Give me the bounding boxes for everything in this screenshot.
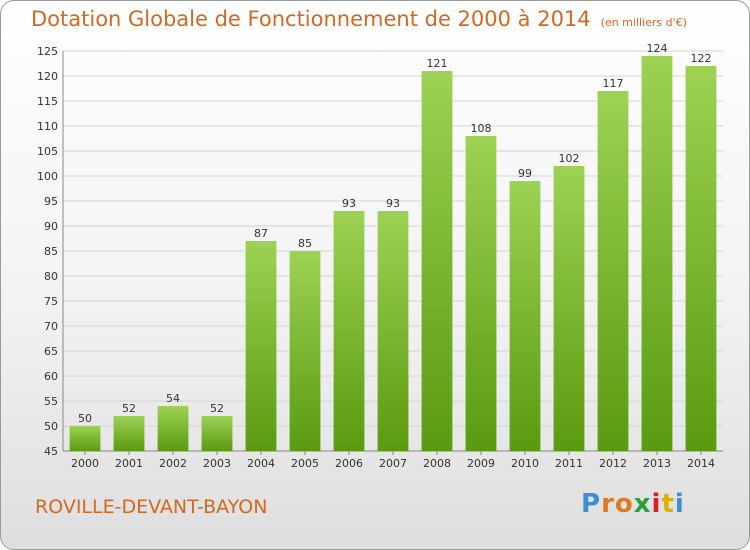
bar-value-labels: 50 52 54 52 87 85 93 93 121 108 99 102 117 124 122 [78, 42, 712, 425]
x-tick-label: 2004 [247, 457, 275, 470]
bar-value-label: 50 [78, 412, 92, 425]
y-tick-label: 90 [44, 220, 58, 233]
y-tick-label: 95 [44, 195, 58, 208]
x-tick-label: 2013 [643, 457, 671, 470]
bar-value-label: 122 [691, 52, 712, 65]
bar [157, 406, 189, 451]
bar [465, 136, 497, 451]
y-tick-label: 60 [44, 370, 58, 383]
chart-subtitle: (en milliers d'€) [600, 16, 687, 29]
logo-letter: o [614, 489, 634, 519]
logo-letter: r [601, 489, 615, 519]
proxiti-logo: Proxiti [581, 489, 685, 519]
logo-letter: i [651, 489, 662, 519]
x-tick-label: 2012 [599, 457, 627, 470]
bar [69, 426, 101, 451]
commune-name: ROVILLE-DEVANT-BAYON [35, 496, 268, 518]
x-tick-label: 2002 [159, 457, 187, 470]
bar [289, 251, 321, 451]
bar-value-label: 99 [518, 167, 532, 180]
x-tick-label: 2014 [687, 457, 715, 470]
y-tick-label: 75 [44, 295, 58, 308]
bar [333, 211, 365, 451]
x-tick-labels: 2000 2001 2002 2003 2004 2005 2006 2007 2008 2009… [71, 451, 715, 470]
chart-title: Dotation Globale de Fonctionnement de 20… [31, 7, 687, 31]
bar-value-label: 93 [342, 197, 356, 210]
y-tick-label: 115 [37, 95, 58, 108]
bar [113, 416, 145, 451]
logo-letter: t [661, 489, 675, 519]
x-tick-label: 2010 [511, 457, 539, 470]
bar-value-label: 124 [647, 42, 668, 55]
y-tick-label: 55 [44, 395, 58, 408]
y-tick-label: 125 [37, 45, 58, 58]
bar-value-label: 108 [471, 122, 492, 135]
y-tick-label: 110 [37, 120, 58, 133]
y-tick-labels: 45 50 55 60 65 70 75 80 85 90 95 100 105 110 115 120 125 [37, 45, 58, 458]
bar [597, 91, 629, 451]
y-tick-label: 45 [44, 445, 58, 458]
x-tick-label: 2008 [423, 457, 451, 470]
x-tick-label: 2003 [203, 457, 231, 470]
bar [421, 71, 453, 451]
bar [553, 166, 585, 451]
y-tick-label: 80 [44, 270, 58, 283]
x-tick-label: 2005 [291, 457, 319, 470]
logo-letter: i [674, 489, 685, 519]
y-tick-label: 50 [44, 420, 58, 433]
bar-value-label: 87 [254, 227, 268, 240]
y-tick-label: 100 [37, 170, 58, 183]
y-tick-label: 65 [44, 345, 58, 358]
bar [245, 241, 277, 451]
x-tick-label: 2007 [379, 457, 407, 470]
bar-value-label: 102 [559, 152, 580, 165]
x-tick-label: 2006 [335, 457, 363, 470]
y-tick-label: 70 [44, 320, 58, 333]
chart-title-text: Dotation Globale de Fonctionnement de 20… [31, 7, 591, 31]
bar-value-label: 93 [386, 197, 400, 210]
bar [201, 416, 233, 451]
x-tick-label: 2001 [115, 457, 143, 470]
bar-value-label: 85 [298, 237, 312, 250]
y-tick-label: 85 [44, 245, 58, 258]
y-tick-label: 120 [37, 70, 58, 83]
x-tick-label: 2011 [555, 457, 583, 470]
x-tick-label: 2009 [467, 457, 495, 470]
bar-value-label: 54 [166, 392, 180, 405]
bar-value-label: 121 [427, 57, 448, 70]
bar-value-label: 52 [122, 402, 136, 415]
bars [69, 56, 717, 451]
bar [509, 181, 541, 451]
logo-letter: x [633, 489, 652, 519]
bar [377, 211, 409, 451]
logo-letter: P [581, 489, 602, 519]
bar [685, 66, 717, 451]
x-tick-label: 2000 [71, 457, 99, 470]
bar-value-label: 52 [210, 402, 224, 415]
y-tick-label: 105 [37, 145, 58, 158]
bar-value-label: 117 [603, 77, 624, 90]
bar [641, 56, 673, 451]
